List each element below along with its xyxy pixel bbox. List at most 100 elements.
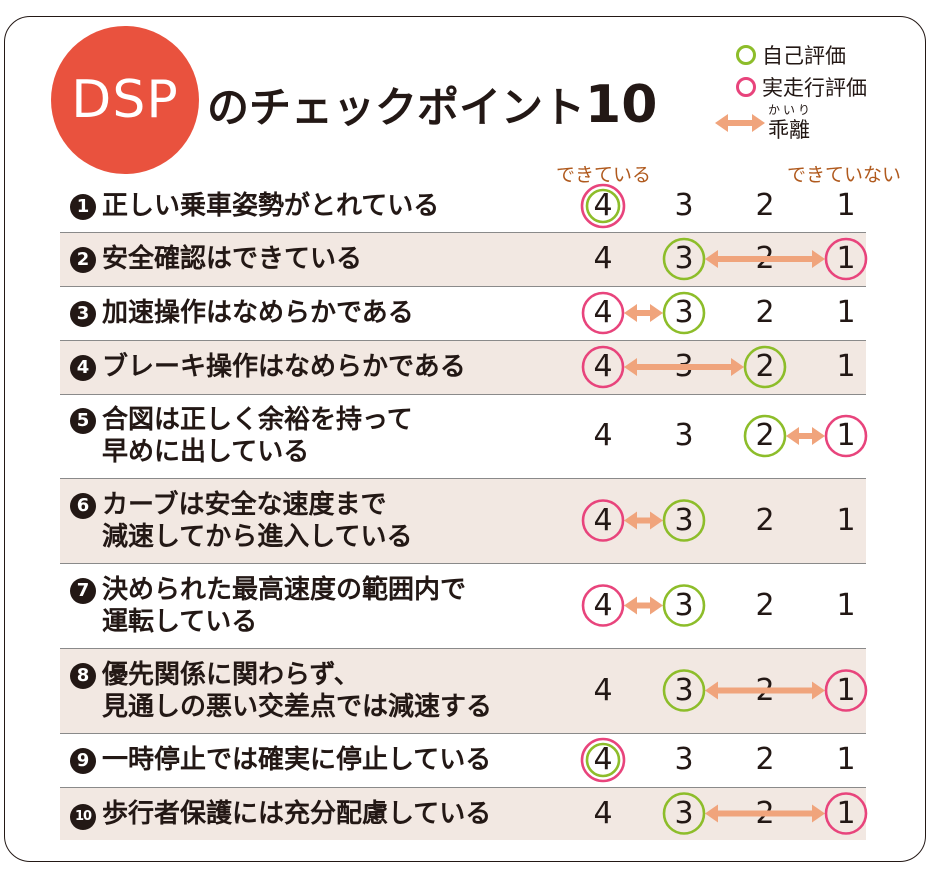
checkpoint-text: 正しい乗車姿勢がとれている [102,191,440,221]
checkpoint-line1: 1 正しい乗車姿勢がとれている [70,190,439,222]
actual-eval-circle [581,345,625,389]
checkpoint-text-line2: 減速してから進入している [102,521,413,552]
checkpoint-number: 2 [70,247,96,273]
scale-left-label: できている [556,164,652,186]
checkpoint-number: 10 [70,803,96,830]
checkpoint-number: 9 [70,748,96,774]
row-divider [60,340,866,341]
gap-arrow [624,511,663,530]
checkpoint-text: 一時停止では確実に停止している [102,745,492,775]
legend-self-label: 自己評価 [762,44,846,68]
checkpoint-text: 優先関係に関わらず、 [102,659,360,690]
checkpoint-label: 4 ブレーキ操作はなめらかである [70,351,466,383]
gap-arrow [624,358,744,376]
row-divider [60,286,866,287]
checkpoint-text: 歩行者保護には充分配慮している [102,798,492,829]
score-1: 1 [836,587,856,623]
row-divider [60,648,866,649]
checkpoint-number: 6 [70,492,96,519]
actual-eval-circle [581,291,625,335]
score-1: 1 [836,349,856,384]
checkpoint-line1: 3 加速操作はなめらかである [70,297,414,329]
checkpoint-label: 10 歩行者保護には充分配慮している [70,798,491,830]
score-1: 1 [836,188,856,223]
score-4: 4 [593,295,613,330]
gap-arrow [624,596,663,615]
self-eval-circle [662,669,706,712]
legend-actual-label: 実走行評価 [762,76,867,100]
self-eval-circle [662,499,706,542]
self-eval-circle [662,237,706,281]
score-4: 4 [593,502,613,538]
checkpoint-number: 5 [70,408,96,434]
row-divider [60,733,866,734]
actual-eval-circle [581,499,625,542]
score-4: 4 [593,188,613,223]
actual-eval-circle [824,669,868,712]
checkpoint-line1: 10 歩行者保護には充分配慮している [70,798,491,830]
legend-actual: 実走行評価 [736,72,867,102]
score-4: 4 [593,349,613,384]
green-circle-icon [736,45,756,65]
checkpoint-label: 7 決められた最高速度の範囲内で 運転している [70,574,466,638]
actual-eval-circle [824,414,868,458]
checkpoint-label: 5 合図は正しく余裕を持って 早めに出している [70,404,413,468]
checkpoint-line1: 6 カーブは安全な速度まで [70,489,412,521]
checkpoint-row: 3 加速操作はなめらかである 4 3 2 1 [60,286,866,340]
checkpoint-label: 6 カーブは安全な速度まで 減速してから進入している [70,489,412,553]
gap-arrow [705,250,825,268]
score-3: 3 [674,502,694,538]
score-4: 4 [593,795,613,831]
checkpoint-line1: 7 決められた最高速度の範囲内で [70,574,466,606]
gap-arrow [786,427,825,445]
title-text: のチェックポイント [207,83,586,132]
checkpoint-number: 1 [70,194,96,220]
checkpoint-line1: 5 合図は正しく余裕を持って [70,404,413,436]
score-2: 2 [755,295,775,330]
checkpoint-line1: 9 一時停止では確実に停止している [70,744,491,776]
checkpoint-label: 3 加速操作はなめらかである [70,297,414,329]
page-title: のチェックポイント10 [207,74,657,135]
score-1: 1 [836,241,856,276]
score-2: 2 [755,587,775,623]
double-arrow-icon [715,114,765,132]
score-1: 1 [836,742,856,777]
score-4: 4 [593,241,613,276]
actual-eval-circle [580,183,626,229]
score-3: 3 [674,742,694,777]
pink-circle-icon [736,77,756,97]
checkpoint-number: 3 [70,301,96,327]
checkpoint-text-line2: 運転している [102,606,258,637]
score-1: 1 [836,502,856,538]
checkpoint-row: 1 正しい乗車姿勢がとれている 4 3 2 1 [60,180,866,232]
score-3: 3 [674,188,694,223]
checkpoint-text-line2: 見通しの悪い交差点では減速する [102,691,493,722]
score-3: 3 [674,418,694,453]
checkpoint-text: 安全確認はできている [102,244,363,274]
legend-gap-label: 乖離 [768,118,810,142]
checkpoint-line1: 2 安全確認はできている [70,243,362,275]
score-3: 3 [674,241,694,276]
checkpoint-text: 加速操作はなめらかである [102,298,414,328]
self-eval-circle [585,742,621,778]
score-1: 1 [836,795,856,831]
dsp-badge: DSP [51,26,199,174]
gap-arrow [705,804,825,823]
gap-ruby: かいり [768,103,814,117]
gap-arrow [705,681,825,700]
score-2: 2 [755,349,775,384]
score-4: 4 [593,587,613,623]
score-1: 1 [836,672,856,708]
checkpoint-row: 5 合図は正しく余裕を持って 早めに出している 4 3 2 1 [60,394,866,478]
legend-self: 自己評価 [736,40,846,70]
self-eval-circle [743,414,787,458]
row-divider [60,232,866,233]
checkpoint-label: 8 優先関係に関わらず、 見通しの悪い交差点では減速する [70,659,492,723]
score-3: 3 [674,295,694,330]
row-divider [60,787,866,788]
score-4: 4 [593,672,613,708]
actual-eval-circle [824,237,868,281]
row-divider [60,394,866,395]
score-3: 3 [674,795,694,831]
row-divider [60,563,866,564]
